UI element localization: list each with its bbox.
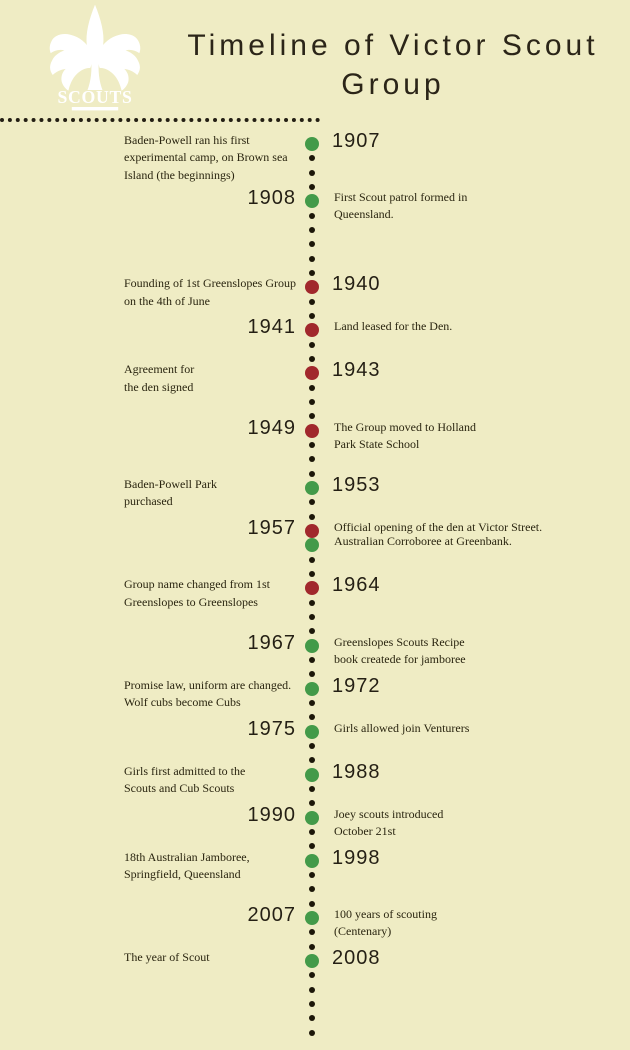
svg-text:SCOUTS: SCOUTS [58, 87, 133, 107]
